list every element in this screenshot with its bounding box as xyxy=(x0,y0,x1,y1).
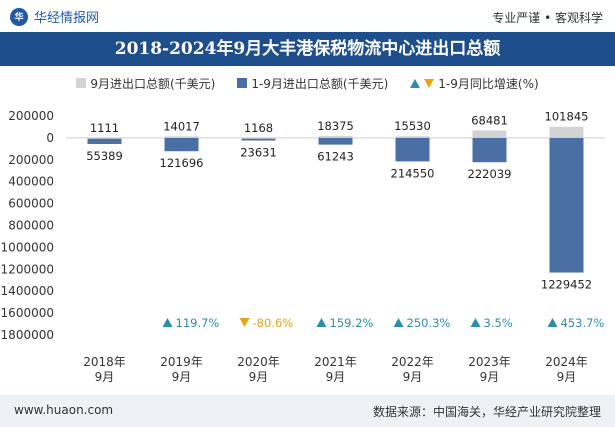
growth-label: -80.6% xyxy=(253,316,294,330)
growth-label: 159.2% xyxy=(330,316,374,330)
data-label-sept: 1111 xyxy=(90,121,119,135)
x-tick-label: 9月 xyxy=(557,370,577,384)
y-tick-label: 0 xyxy=(46,131,54,145)
x-tick-label: 9月 xyxy=(326,370,346,384)
data-label-cumulative: 1229452 xyxy=(541,278,592,292)
y-tick-label: 1800000 xyxy=(1,328,54,342)
footer: www.huaon.com 数据来源：中国海关，华经产业研究院整理 xyxy=(0,395,615,427)
footer-source: 数据来源：中国海关，华经产业研究院整理 xyxy=(372,405,601,419)
data-label-cumulative: 55389 xyxy=(86,149,123,163)
data-label-sept: 101845 xyxy=(545,110,589,124)
legend-swatch-sept xyxy=(76,78,87,88)
y-tick-label: 600000 xyxy=(8,197,54,211)
data-label-cumulative: 61243 xyxy=(317,150,354,164)
growth-label: 3.5% xyxy=(484,316,513,330)
x-tick-label: 2018年 xyxy=(83,355,126,369)
legend-item-sept: 9月进出口总额(千美元) xyxy=(76,74,215,92)
growth-down-marker xyxy=(239,318,250,327)
bar-sept xyxy=(472,130,507,138)
y-tick-label: 200000 xyxy=(8,153,54,167)
legend-triangle-down-icon xyxy=(424,78,435,88)
data-label-sept: 15530 xyxy=(394,119,431,133)
data-label-sept: 18375 xyxy=(317,119,354,133)
header-tags: 专业严谨 • 客观科学 xyxy=(492,11,603,25)
legend-label-cumulative: 1-9月进出口总额(千美元) xyxy=(251,76,389,91)
legend-swatch-cumulative xyxy=(237,78,248,88)
data-label-sept: 14017 xyxy=(163,119,200,133)
bar-sept xyxy=(87,137,122,139)
brand: 华 华经情报网 xyxy=(10,7,99,26)
legend-triangle-up-icon xyxy=(410,78,421,88)
bar-cumulative xyxy=(164,137,199,152)
y-tick-label: 200000 xyxy=(8,109,54,123)
bar-sept xyxy=(549,126,584,138)
data-label-cumulative: 121696 xyxy=(160,156,204,170)
growth-label: 453.7% xyxy=(561,316,605,330)
y-tick-label: 1400000 xyxy=(1,284,54,298)
bar-cumulative xyxy=(472,137,507,163)
data-label-sept: 1168 xyxy=(244,121,273,135)
x-tick-label: 9月 xyxy=(249,370,269,384)
brand-name: 华经情报网 xyxy=(34,11,100,26)
bar-cumulative xyxy=(549,137,584,273)
bar-sept xyxy=(318,135,353,138)
x-tick-label: 9月 xyxy=(172,370,192,384)
growth-label: 119.7% xyxy=(176,316,220,330)
brand-logo-icon: 华 xyxy=(10,7,28,26)
x-tick-label: 9月 xyxy=(403,370,423,384)
x-tick-label: 2019年 xyxy=(160,355,203,369)
bar-cumulative xyxy=(395,137,430,162)
chart-plot: 200000 0 200000 400000 600000 800000 1000000 12… xyxy=(1,109,605,384)
legend-label-sept: 9月进出口总额(千美元) xyxy=(90,76,216,91)
bar-sept xyxy=(241,137,276,139)
bar-cumulative xyxy=(241,137,276,141)
footer-site: www.huaon.com xyxy=(14,403,114,417)
bar-sept xyxy=(395,136,430,138)
growth-up-marker xyxy=(470,318,481,327)
legend-item-cumulative: 1-9月进出口总额(千美元) xyxy=(237,74,388,92)
growth-up-marker xyxy=(547,318,558,327)
growth-up-marker xyxy=(162,318,173,327)
bar-cumulative xyxy=(87,137,122,144)
x-tick-label: 2023年 xyxy=(468,355,511,369)
x-tick-label: 2020年 xyxy=(237,355,280,369)
bar-sept xyxy=(164,136,199,138)
x-tick-label: 2022年 xyxy=(391,355,434,369)
chart-title: 2018-2024年9月大丰港保税物流中心进出口总额 xyxy=(0,32,615,66)
legend-label-growth: 1-9月同比增速(%) xyxy=(438,76,539,91)
x-tick-label: 9月 xyxy=(95,370,115,384)
data-label-cumulative: 222039 xyxy=(468,167,512,181)
legend-item-growth: 1-9月同比增速(%) xyxy=(410,74,539,92)
data-label-cumulative: 23631 xyxy=(240,145,277,159)
data-label-cumulative: 214550 xyxy=(391,166,435,180)
data-label-sept: 68481 xyxy=(471,113,508,127)
legend: 9月进出口总额(千美元) 1-9月进出口总额(千美元) 1-9月同比增速(%) xyxy=(0,74,615,92)
x-tick-label: 2021年 xyxy=(314,355,357,369)
x-tick-label: 9月 xyxy=(480,370,500,384)
growth-up-marker xyxy=(316,318,327,327)
top-bar: 华 华经情报网 专业严谨 • 客观科学 xyxy=(0,0,615,32)
growth-up-marker xyxy=(393,318,404,327)
growth-label: 250.3% xyxy=(407,316,451,330)
y-tick-label: 1200000 xyxy=(1,262,54,276)
bar-cumulative xyxy=(318,137,353,145)
y-tick-label: 1000000 xyxy=(1,240,54,254)
x-tick-label: 2024年 xyxy=(545,355,588,369)
y-tick-label: 1600000 xyxy=(1,306,54,320)
y-tick-label: 800000 xyxy=(8,219,54,233)
y-tick-label: 400000 xyxy=(8,175,54,189)
